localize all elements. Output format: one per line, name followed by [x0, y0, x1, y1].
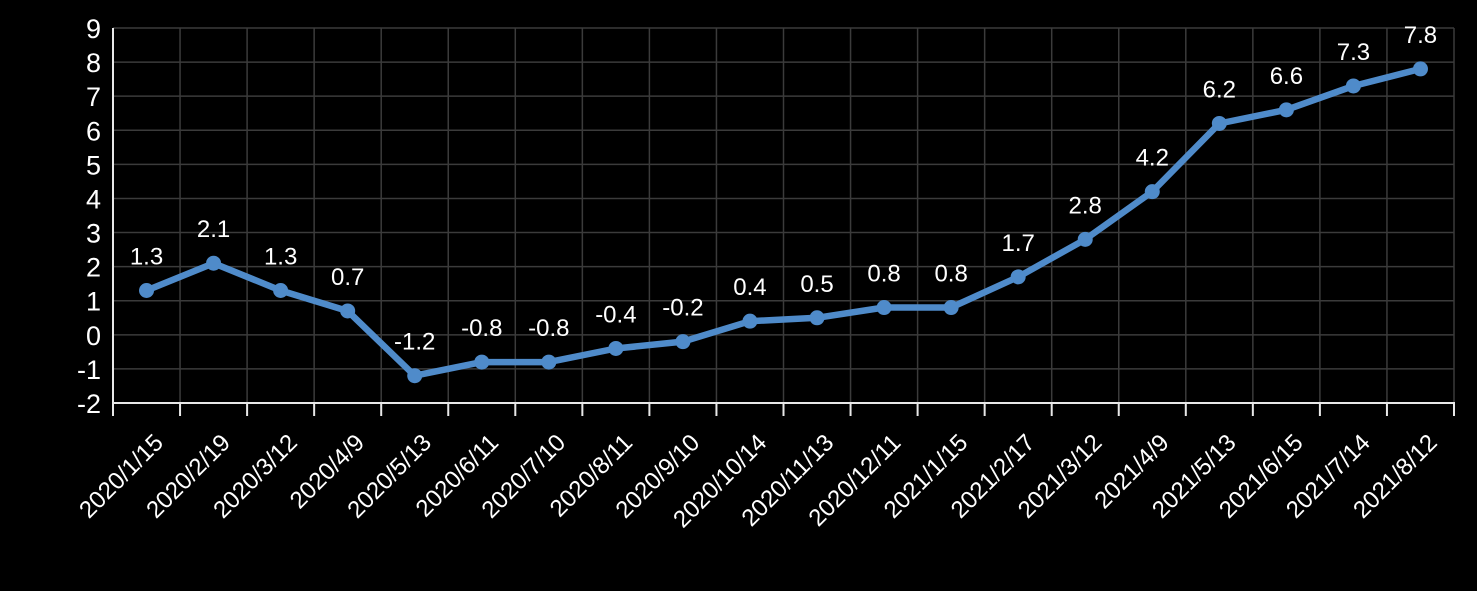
data-point-marker — [541, 354, 557, 370]
data-point-marker — [340, 303, 356, 319]
y-tick-label: 2 — [86, 253, 101, 283]
data-point-marker — [1345, 78, 1361, 94]
y-tick-label: 7 — [86, 82, 101, 112]
data-point-marker — [1010, 269, 1026, 285]
data-point-marker — [1412, 61, 1428, 77]
data-point-label: 7.8 — [1404, 22, 1437, 49]
data-point-label: 1.7 — [1001, 230, 1034, 257]
y-tick-label: 0 — [86, 321, 101, 351]
data-point-label: 6.6 — [1270, 63, 1303, 90]
data-point-marker — [943, 300, 959, 316]
data-point-marker — [206, 255, 222, 271]
data-point-marker — [407, 368, 423, 384]
y-tick-label: -2 — [77, 389, 101, 419]
y-tick-label: 1 — [86, 287, 101, 317]
data-point-label: -0.8 — [528, 315, 569, 342]
data-point-label: 2.8 — [1069, 192, 1102, 219]
series-line — [143, 65, 1424, 379]
data-point-label: 0.8 — [867, 261, 900, 288]
data-point-marker — [1211, 115, 1227, 131]
data-point-label: -0.4 — [595, 301, 636, 328]
y-tick-label: -1 — [77, 355, 101, 385]
y-tick-label: 5 — [86, 150, 101, 180]
data-point-label: -0.2 — [662, 295, 703, 322]
data-point-marker — [675, 334, 691, 350]
data-point-marker — [1278, 102, 1294, 118]
data-point-marker — [273, 283, 289, 298]
data-point-label: -1.2 — [394, 329, 435, 356]
data-point-label: 4.2 — [1136, 145, 1169, 172]
data-point-label: 2.1 — [197, 216, 230, 243]
y-tick-label: 9 — [86, 14, 101, 44]
data-point-marker — [1144, 184, 1160, 200]
data-point-label: 7.3 — [1337, 39, 1370, 66]
data-point-marker — [809, 310, 825, 326]
y-tick-label: 4 — [86, 184, 101, 214]
data-point-label: 0.4 — [733, 274, 766, 301]
data-point-marker — [139, 283, 155, 298]
data-point-label: 0.7 — [331, 264, 364, 291]
data-point-marker — [608, 340, 624, 356]
data-point-marker — [876, 300, 892, 316]
y-tick-label: 3 — [86, 219, 101, 249]
data-point-label: 0.5 — [800, 271, 833, 298]
data-point-label: 0.8 — [934, 261, 967, 288]
data-point-marker — [742, 313, 758, 329]
data-point-marker — [474, 354, 490, 370]
data-point-label: -0.8 — [461, 315, 502, 342]
data-point-marker — [1077, 231, 1093, 247]
y-tick-label: 8 — [86, 48, 101, 78]
data-point-label: 6.2 — [1203, 76, 1236, 103]
data-point-label: 1.3 — [130, 244, 163, 271]
y-tick-label: 6 — [86, 116, 101, 146]
data-point-label: 1.3 — [264, 244, 297, 271]
